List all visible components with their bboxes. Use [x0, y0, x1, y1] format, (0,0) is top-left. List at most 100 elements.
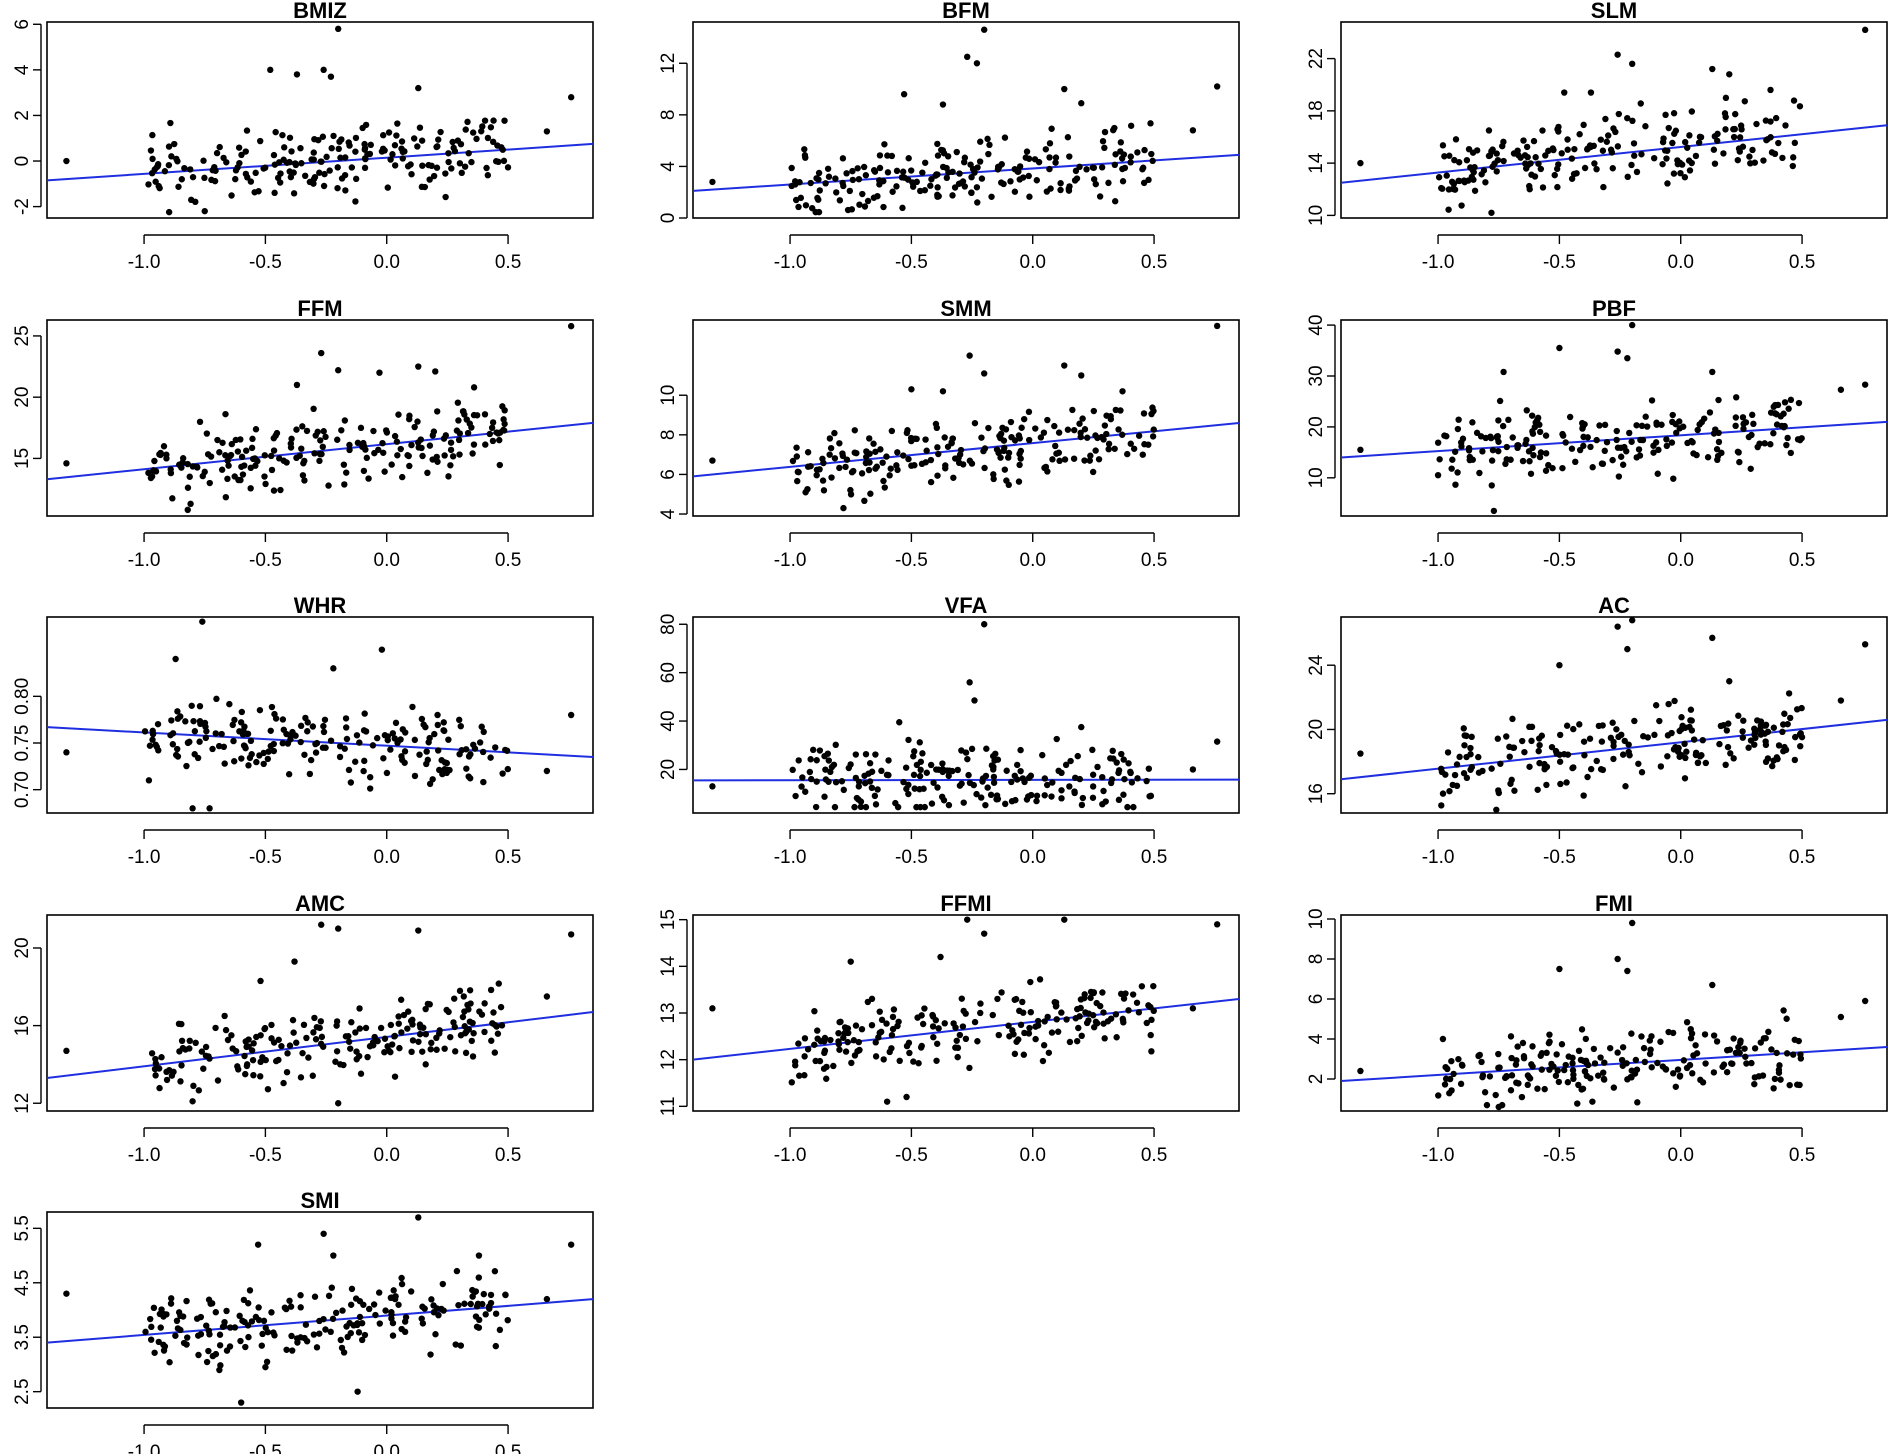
data-point: [795, 757, 802, 764]
data-point: [187, 196, 195, 204]
data-point: [1027, 978, 1034, 986]
data-point: [945, 169, 952, 176]
data-point: [987, 791, 995, 799]
data-point: [362, 446, 369, 453]
data-point: [910, 1058, 917, 1065]
data-point: [842, 1048, 850, 1055]
data-point: [481, 117, 489, 124]
data-point: [977, 138, 984, 145]
data-point: [937, 953, 944, 961]
data-point: [268, 1309, 275, 1316]
data-point: [1511, 787, 1518, 794]
data-point: [1576, 721, 1583, 728]
data-point: [1105, 440, 1113, 448]
data-point: [935, 192, 942, 200]
data-point: [1743, 1060, 1750, 1067]
data-point: [990, 475, 997, 483]
data-point: [487, 1299, 495, 1307]
data-point: [1614, 143, 1622, 150]
data-point: [320, 66, 327, 74]
data-point: [1797, 1055, 1805, 1062]
data-point: [979, 778, 986, 785]
data-point: [297, 1304, 304, 1311]
data-point: [939, 388, 947, 395]
data-point: [365, 1305, 373, 1313]
data-point: [320, 428, 327, 435]
x-tick-label: 0.0: [1020, 252, 1046, 273]
data-point: [1580, 738, 1588, 745]
data-point: [1564, 136, 1571, 143]
data-point: [1078, 801, 1086, 809]
data-point: [398, 1274, 405, 1282]
data-point: [1053, 1016, 1060, 1023]
data-point: [1016, 461, 1023, 469]
data-point: [1647, 1046, 1654, 1053]
data-point: [1099, 773, 1106, 781]
data-point: [1628, 161, 1635, 169]
data-point: [435, 1311, 442, 1319]
data-point: [1760, 157, 1767, 164]
data-point: [970, 781, 977, 789]
data-point: [313, 1344, 321, 1351]
data-point: [934, 184, 941, 191]
y-tick-label: 20: [12, 937, 33, 958]
data-point: [896, 719, 903, 726]
x-tick-label: 0.0: [1668, 252, 1694, 273]
data-point: [1772, 114, 1780, 122]
data-point: [369, 742, 377, 749]
data-point: [1476, 469, 1483, 477]
data-point: [1570, 1075, 1577, 1082]
data-point: [876, 152, 884, 159]
data-point: [1635, 446, 1643, 453]
data-point: [1599, 766, 1607, 774]
data-point: [1580, 433, 1587, 441]
data-point: [489, 419, 497, 426]
data-point: [152, 741, 159, 749]
data-point: [292, 732, 299, 739]
data-point: [1112, 151, 1119, 158]
data-point: [1590, 1045, 1598, 1053]
data-point: [1553, 1051, 1560, 1058]
data-point: [795, 468, 802, 476]
data-point: [1613, 726, 1620, 733]
y-tick-label: 25: [12, 325, 33, 346]
data-point: [1741, 1045, 1748, 1052]
data-point: [1771, 401, 1779, 409]
data-point: [380, 449, 387, 456]
data-point: [801, 1053, 808, 1060]
data-point: [1111, 198, 1119, 205]
data-point: [823, 1063, 830, 1071]
data-point: [212, 730, 219, 737]
data-point: [502, 1291, 509, 1299]
data-point: [886, 1048, 893, 1056]
data-point: [319, 744, 327, 751]
data-point: [1624, 114, 1631, 122]
data-point: [416, 1030, 424, 1038]
data-point: [893, 183, 900, 190]
data-point: [218, 466, 226, 473]
data-point: [405, 452, 412, 460]
data-point: [1695, 139, 1703, 146]
data-point: [941, 1020, 948, 1027]
data-point: [1715, 429, 1722, 437]
data-point: [1441, 153, 1448, 160]
data-point: [352, 758, 359, 765]
data-point: [211, 163, 218, 171]
data-point: [330, 665, 337, 672]
data-point: [1064, 426, 1072, 433]
data-point: [1523, 143, 1531, 151]
data-point: [1631, 717, 1638, 725]
data-point: [1683, 748, 1690, 755]
data-point: [878, 767, 885, 775]
data-point: [387, 156, 394, 163]
data-point: [1619, 751, 1627, 758]
data-point: [1054, 1028, 1062, 1035]
data-point: [1559, 464, 1566, 472]
data-point: [1514, 444, 1521, 452]
y-tick-label: 80: [658, 614, 679, 635]
data-point: [1521, 748, 1528, 756]
data-point: [1041, 792, 1048, 799]
data-point: [411, 423, 418, 431]
data-point: [430, 1302, 437, 1309]
x-tick-label: 0.5: [495, 1145, 521, 1166]
